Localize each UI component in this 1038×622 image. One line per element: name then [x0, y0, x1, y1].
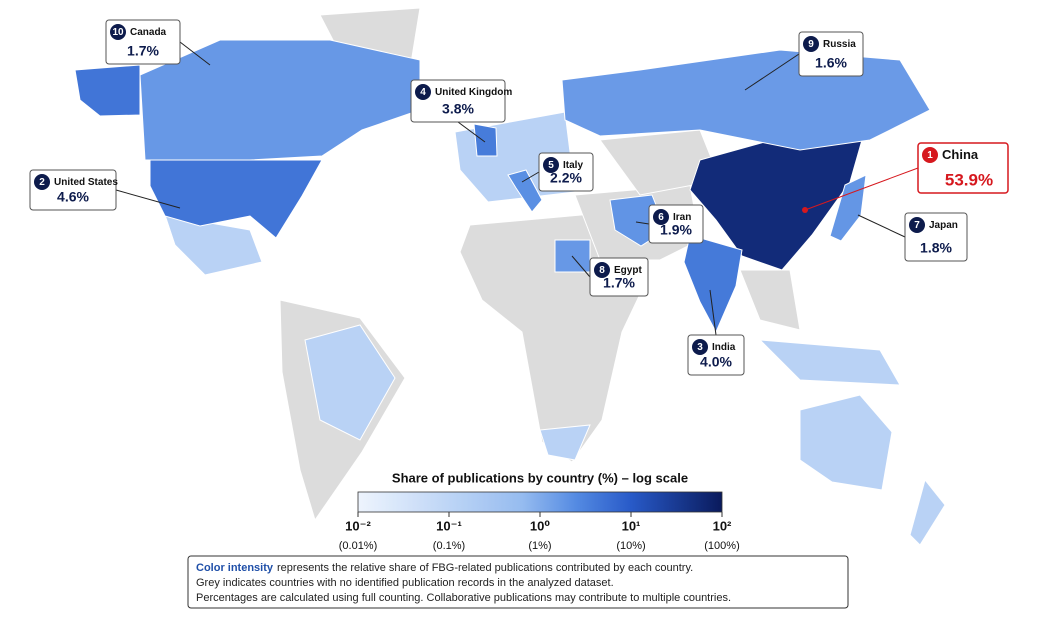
country-name: India	[712, 342, 736, 353]
country-name: United Kingdom	[435, 87, 512, 98]
brazil	[304, 324, 396, 441]
rank-badge	[594, 262, 610, 278]
country	[473, 123, 498, 157]
note-text: represents the relative share of FBG-rel…	[277, 562, 693, 574]
colorbar-tick-sublabel: (1%)	[528, 540, 551, 552]
rank-badge	[110, 24, 126, 40]
callout-box	[917, 142, 1009, 194]
country-name: Canada	[130, 27, 167, 38]
rank-badge	[692, 339, 708, 355]
share-label: 1.7%	[603, 275, 635, 291]
share-label: 4.6%	[57, 189, 89, 205]
countries	[74, 39, 931, 334]
rank-number: 10	[112, 27, 124, 38]
rank-number: 2	[39, 177, 45, 188]
leader-line	[744, 53, 800, 91]
mexico	[164, 214, 263, 276]
legend: Share of publications by country (%) – l…	[339, 470, 740, 551]
leader-line	[857, 214, 906, 238]
rank-badge	[922, 147, 938, 163]
rank-badge	[543, 157, 559, 173]
note-line: Color intensity represents the relative s…	[196, 562, 693, 574]
country	[74, 64, 141, 117]
rank-badge	[653, 209, 669, 225]
rank-number: 9	[808, 39, 814, 50]
colorbar-tick-sublabel: (10%)	[616, 540, 645, 552]
country-name: China	[942, 147, 979, 162]
share-label: 1.8%	[920, 240, 952, 256]
callout-box	[410, 79, 506, 123]
rank-badge	[415, 84, 431, 100]
share-label: 1.7%	[127, 43, 159, 59]
rank-number: 4	[420, 87, 426, 98]
share-label: 53.9%	[945, 170, 993, 189]
note-line: Percentages are calculated using full co…	[196, 592, 731, 604]
country-name: Italy	[563, 160, 583, 171]
country	[149, 159, 323, 239]
colorbar-tick-label: 10⁻¹	[436, 518, 462, 533]
rank-number: 1	[927, 150, 933, 161]
leader-line	[804, 167, 919, 211]
country-name: Iran	[673, 212, 691, 223]
colorbar-tick-label: 10²	[713, 518, 732, 533]
rank-number: 5	[548, 160, 554, 171]
colorbar-tick-label: 10⁻²	[345, 518, 371, 533]
country	[139, 39, 421, 161]
share-label: 1.9%	[660, 222, 692, 238]
share-label: 1.6%	[815, 55, 847, 71]
south-africa	[539, 424, 591, 461]
rank-number: 7	[914, 220, 920, 231]
country	[829, 174, 867, 242]
note: Color intensity represents the relative s…	[187, 555, 849, 609]
rank-badge	[909, 217, 925, 233]
colorbar-tick-sublabel: (0.01%)	[339, 540, 378, 552]
colorbar-tick-sublabel: (0.1%)	[433, 540, 465, 552]
leader-line	[709, 289, 717, 336]
country	[561, 49, 931, 151]
country	[507, 169, 543, 213]
country	[683, 234, 743, 334]
rank-number: 3	[697, 342, 703, 353]
colorbar-tick-sublabel: (100%)	[704, 540, 739, 552]
rank-number: 8	[599, 265, 605, 276]
note-emphasis: Color intensity	[196, 562, 274, 574]
australia	[799, 394, 893, 491]
leader-line	[521, 171, 540, 183]
share-label: 2.2%	[550, 170, 582, 186]
country-name: United States	[54, 177, 118, 188]
rank-number: 6	[658, 212, 664, 223]
share-label: 3.8%	[442, 101, 474, 117]
leader-line	[571, 255, 591, 278]
rank-badge	[803, 36, 819, 52]
leader-line	[115, 189, 181, 209]
country-name: Japan	[929, 220, 958, 231]
indonesia	[758, 339, 901, 386]
rank-badge	[34, 174, 50, 190]
colorbar-tick-label: 10⁰	[530, 518, 550, 533]
country-name: Russia	[823, 39, 856, 50]
colorbar	[357, 491, 723, 513]
share-label: 4.0%	[700, 354, 732, 370]
se-asia	[739, 269, 801, 331]
anchor-dot	[802, 207, 808, 213]
legend-title: Share of publications by country (%) – l…	[392, 470, 688, 485]
leader-line	[457, 121, 486, 143]
new-zealand	[909, 478, 946, 546]
leader-line	[635, 221, 650, 225]
country-name: Egypt	[614, 265, 642, 276]
colorbar-tick-label: 10¹	[622, 518, 641, 533]
note-line: Grey indicates countries with no identif…	[196, 577, 614, 589]
leader-line	[179, 41, 211, 66]
note-box	[187, 555, 849, 609]
callout-box	[29, 169, 117, 211]
